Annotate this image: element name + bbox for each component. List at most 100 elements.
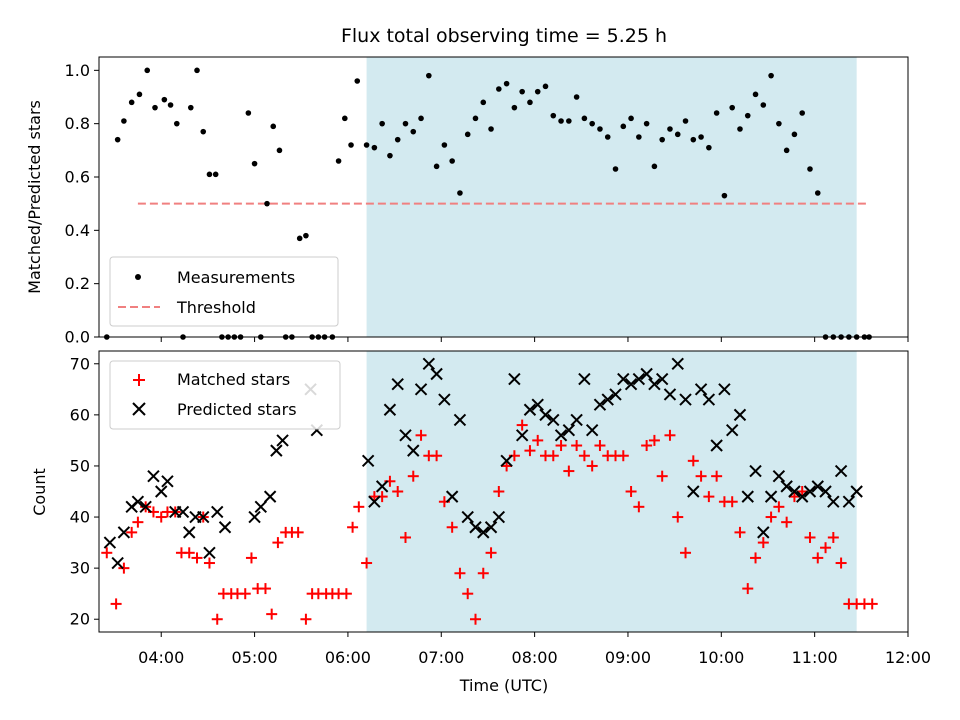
measurement-point <box>173 120 180 127</box>
measurement-point <box>542 83 549 90</box>
matched-star-point <box>757 537 769 549</box>
matched-star-point <box>407 470 419 482</box>
predicted-star-point <box>176 505 190 519</box>
predicted-star-point <box>687 485 700 498</box>
measurement-point <box>643 120 650 127</box>
predicted-star-point <box>197 510 210 524</box>
predicted-star-point <box>570 413 583 427</box>
predicted-star-point <box>155 485 168 498</box>
measurement-point <box>760 102 767 108</box>
measurement-point <box>161 96 168 103</box>
measurement-point <box>776 120 782 127</box>
predicted-star-point <box>617 372 630 386</box>
matched-star-point <box>462 588 474 600</box>
measurement-point <box>270 123 277 130</box>
matched-star-point <box>788 491 800 503</box>
measurement-point <box>449 158 455 164</box>
measurement-point <box>418 115 424 122</box>
matched-star-point <box>132 516 144 528</box>
predicted-star-point <box>733 408 747 422</box>
predicted-star-point <box>414 383 428 396</box>
legend-predicted-label: Predicted stars <box>177 400 297 419</box>
measurement-point <box>354 78 361 84</box>
x-tick-label: 10:00 <box>698 648 744 667</box>
predicted-star-point <box>757 526 770 539</box>
y-tick-label: 50 <box>70 456 90 475</box>
matched-star-point <box>781 516 793 528</box>
predicted-star-point <box>640 367 653 381</box>
measurement-point <box>706 144 712 151</box>
predicted-star-point <box>547 413 560 427</box>
matched-star-point <box>820 542 832 554</box>
measurement-point <box>628 115 634 122</box>
measurement-point <box>152 104 158 111</box>
predicted-star-point <box>438 393 451 406</box>
measurement-point <box>121 118 127 124</box>
measurement-point <box>768 72 774 79</box>
measurement-point <box>363 142 370 148</box>
bottom-panel: 20 30 40 50 60 70 04:00 05:00 06:00 07:00 08:00 09… <box>30 350 931 695</box>
x-tick-label: 12:00 <box>885 648 931 667</box>
measurement-point <box>659 136 665 143</box>
measurement-point <box>402 120 409 127</box>
matched-star-point <box>110 598 122 610</box>
predicted-star-point <box>399 429 412 442</box>
matched-star-point <box>796 486 808 497</box>
measurement-point <box>276 147 283 154</box>
predicted-star-point <box>819 485 832 498</box>
predicted-star-point <box>624 378 638 391</box>
predicted-star-point <box>422 357 436 370</box>
measurement-point <box>698 134 704 140</box>
predicted-star-point <box>218 521 232 534</box>
matched-star-point <box>773 501 785 513</box>
predicted-star-point <box>484 521 498 534</box>
measurement-point <box>807 166 813 172</box>
predicted-star-point <box>461 510 474 524</box>
measurement-point <box>503 80 510 87</box>
matched-star-point <box>563 465 575 477</box>
measurement-point <box>674 131 681 138</box>
bottom-y-ticks: 20 30 40 50 60 70 <box>70 354 99 629</box>
y-tick-label: 40 <box>70 508 90 527</box>
measurement-point <box>783 147 790 154</box>
predicted-star-point <box>679 393 692 406</box>
predicted-star-point <box>492 510 506 524</box>
matched-star-point <box>835 557 847 569</box>
measurement-point <box>251 160 258 167</box>
matched-star-point <box>126 526 138 538</box>
matched-star-point <box>183 547 195 559</box>
predicted-star-point <box>523 403 537 416</box>
bottom-legend-box <box>109 360 341 430</box>
top-x-ticks <box>160 337 909 342</box>
predicted-star-point <box>850 485 863 498</box>
measurement-point <box>187 104 194 111</box>
measurement-point <box>752 91 759 98</box>
matched-star-point <box>734 526 746 538</box>
measurement-point <box>457 190 463 196</box>
measurement-point <box>729 104 735 111</box>
measurement-point <box>713 110 720 116</box>
matched-star-point <box>594 440 606 452</box>
x-tick-label: 04:00 <box>138 648 184 667</box>
predicted-star-point <box>407 444 420 457</box>
matched-star-point <box>750 552 762 564</box>
matched-star-point <box>827 531 839 543</box>
measurement-point <box>379 120 385 127</box>
predicted-star-point <box>554 429 568 442</box>
bottom-observing-window-shade <box>366 351 857 632</box>
measurement-point <box>511 104 518 111</box>
predicted-star-point <box>834 464 848 478</box>
measurement-point <box>597 126 603 132</box>
predicted-star-point <box>694 383 708 396</box>
y-tick-label: 60 <box>70 405 90 424</box>
predicted-star-point <box>361 454 375 468</box>
matched-star-point <box>586 460 598 472</box>
matched-star-point <box>300 613 312 625</box>
matched-star-point <box>392 486 404 497</box>
matched-star-point <box>656 470 668 482</box>
x-axis-label: Time (UTC) <box>459 676 548 695</box>
predicted-star-point <box>632 372 646 386</box>
y-tick-label: 0.2 <box>65 274 90 293</box>
matched-star-point <box>555 440 567 452</box>
bottom-x-ticks: 04:00 05:00 06:00 07:00 08:00 09:00 10:00 11:00… <box>138 632 931 667</box>
